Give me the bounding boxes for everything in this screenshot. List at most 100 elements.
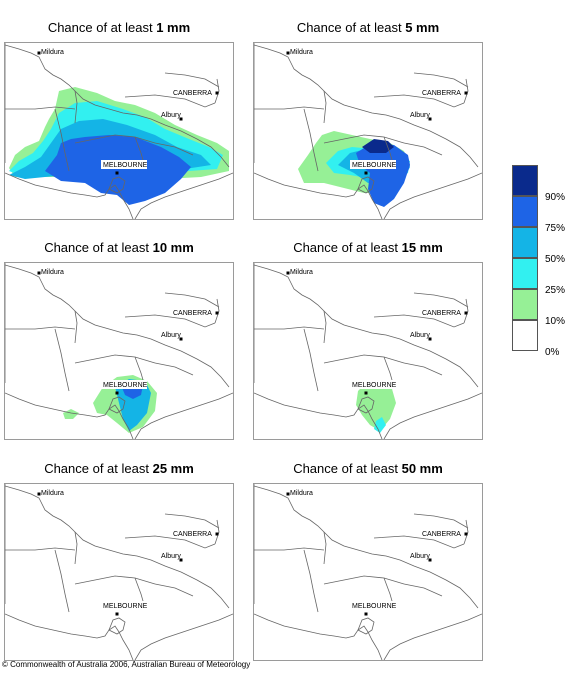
map-panel-5mm: Chance of at least 5 mm Mildura CANBERRA A…: [253, 20, 483, 240]
probability-area: [45, 135, 191, 205]
coastline: [383, 613, 482, 660]
district-boundary: [74, 354, 156, 364]
act-border: [463, 78, 469, 104]
mildura-label: Mildura: [41, 269, 64, 276]
canberra-label: CANBERRA: [422, 90, 461, 97]
legend-swatch-50: [512, 227, 538, 258]
act-border: [214, 78, 220, 104]
port-phillip-bay: [357, 176, 375, 194]
canberra-marker: [215, 532, 219, 536]
city-labels: Mildura CANBERRA Albury MELBOURNE: [286, 269, 468, 395]
district-boundary: [254, 326, 325, 330]
coastline: [134, 392, 233, 439]
map-svg: Mildura CANBERRA Albury MELBOURNE: [5, 263, 233, 439]
district-boundary: [323, 90, 327, 124]
port-phillip-bay: [357, 617, 375, 635]
act-border: [214, 298, 220, 324]
district-boundary: [5, 106, 76, 110]
district-boundary: [74, 134, 156, 144]
city-labels: Mildura CANBERRA Albury MELBOURNE: [286, 490, 468, 616]
mildura-marker: [286, 492, 290, 496]
melbourne-label-bg: [101, 380, 147, 389]
albury-label: Albury: [161, 332, 181, 339]
port-phillip-bay: [108, 617, 126, 635]
map-svg: Mildura CANBERRA Albury MELBOURNE: [5, 484, 233, 660]
city-labels: Mildura CANBERRA Albury MELBOURNE: [37, 490, 219, 616]
district-boundary: [5, 547, 76, 551]
melbourne-marker: [115, 391, 119, 395]
coastline: [383, 392, 482, 439]
coastline: [5, 392, 134, 439]
district-boundary: [154, 583, 194, 597]
coastline: [254, 172, 383, 219]
mildura-label: Mildura: [41, 490, 64, 497]
map-svg: Mildura CANBERRA Albury MELBOURNE: [254, 484, 482, 660]
albury-marker: [179, 558, 183, 562]
coastline: [134, 172, 233, 219]
probability-legend: 90% 75% 50% 25% 10% 0%: [512, 165, 566, 358]
district-boundary: [403, 362, 443, 376]
melbourne-label-bg: [350, 380, 396, 389]
canberra-marker: [464, 311, 468, 315]
district-boundary: [124, 535, 216, 549]
district-boundary: [373, 535, 465, 549]
panel-threshold: 15 mm: [401, 240, 443, 255]
district-boundary: [54, 108, 70, 172]
district-boundary: [74, 531, 78, 565]
district-boundary: [74, 575, 156, 585]
map-panel-50mm: Chance of at least 50 mm Mildura CANBERRA…: [253, 461, 483, 681]
canberra-label: CANBERRA: [173, 531, 212, 538]
melbourne-label-bg: [350, 160, 396, 169]
panel-title: Chance of at least 5 mm: [296, 20, 440, 35]
copyright-notice: © Commonwealth of Australia 2006, Austra…: [2, 660, 251, 669]
district-boundary: [413, 513, 469, 529]
map-svg: Mildura CANBERRA Albury MELBOURNE: [254, 43, 482, 219]
district-boundary: [254, 106, 325, 110]
rainfall-map: Mildura CANBERRA Albury MELBOURNE: [4, 262, 234, 440]
mildura-label: Mildura: [290, 490, 313, 497]
district-boundary: [54, 328, 70, 392]
legend-swatch-25: [512, 258, 538, 289]
panel-title: Chance of at least 10 mm: [44, 240, 194, 255]
map-panel-1mm: Chance of at least 1 mm Mildura CANBERRA A…: [4, 20, 234, 240]
state-boundaries: [254, 43, 482, 219]
rainfall-map: Mildura CANBERRA Albury MELBOURNE: [4, 483, 234, 661]
city-labels: Mildura CANBERRA Albury MELBOURNE: [37, 49, 219, 175]
mildura-marker: [286, 271, 290, 275]
albury-marker: [179, 117, 183, 121]
map-panel-10mm: Chance of at least 10 mm Mildura CANBERRA…: [4, 240, 234, 460]
albury-marker: [428, 558, 432, 562]
rainfall-map: Mildura CANBERRA Albury MELBOURNE: [4, 42, 234, 220]
melbourne-label-bg: [350, 601, 396, 610]
legend-swatch-75: [512, 196, 538, 227]
mildura-marker: [37, 492, 41, 496]
melbourne-label: MELBOURNE: [352, 603, 397, 610]
state-boundaries: [254, 484, 482, 660]
mildura-marker: [286, 51, 290, 55]
canberra-marker: [215, 91, 219, 95]
mildura-label: Mildura: [41, 49, 64, 56]
city-labels: Mildura CANBERRA Albury MELBOURNE: [37, 269, 219, 395]
panel-title: Chance of at least 50 mm: [293, 461, 443, 476]
coastline: [254, 392, 383, 439]
legend-label-50: 50%: [545, 254, 566, 265]
rainfall-map: Mildura CANBERRA Albury MELBOURNE: [253, 483, 483, 661]
district-boundary: [154, 142, 194, 156]
city-labels: Mildura CANBERRA Albury MELBOURNE: [286, 49, 468, 175]
coastline: [383, 172, 482, 219]
panel-threshold: 50 mm: [401, 461, 443, 476]
district-boundary: [5, 326, 76, 330]
melbourne-label: MELBOURNE: [103, 382, 148, 389]
district-boundary: [413, 72, 469, 88]
canberra-label: CANBERRA: [173, 90, 212, 97]
legend-label-75: 75%: [545, 223, 566, 234]
act-border: [463, 298, 469, 324]
district-boundary: [323, 575, 405, 585]
melbourne-marker: [364, 612, 368, 616]
map-svg: Mildura CANBERRA Albury MELBOURNE: [5, 43, 233, 219]
albury-label: Albury: [161, 112, 181, 119]
district-boundary: [124, 314, 216, 328]
murray-river-border: [5, 264, 230, 388]
panel-threshold: 5 mm: [405, 20, 440, 35]
panel-title: Chance of at least 1 mm: [47, 20, 191, 35]
